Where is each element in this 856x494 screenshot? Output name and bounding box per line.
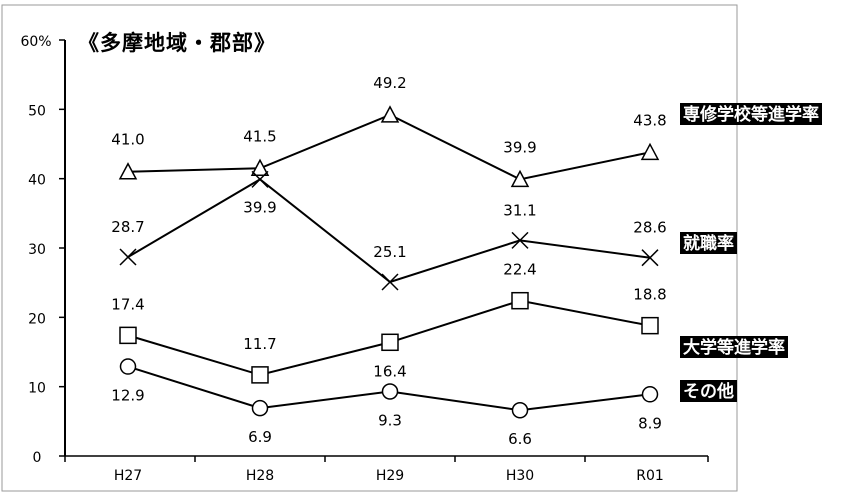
point-marker-x	[119, 248, 137, 266]
data-label: 8.9	[638, 414, 662, 432]
data-label: 9.3	[378, 412, 402, 430]
data-label: 22.4	[503, 261, 536, 279]
point-marker-circle	[251, 399, 269, 417]
y-tick-label: 30	[28, 242, 46, 258]
point-marker-x-stroke	[381, 273, 399, 291]
y-tick-label: 50	[28, 103, 46, 119]
chart-frame	[1, 4, 738, 492]
series-name-background	[680, 103, 822, 125]
point-marker-square	[641, 316, 659, 335]
data-label: 39.9	[503, 138, 536, 156]
point-marker-triangle	[250, 158, 270, 177]
chart-title: 《多摩地域・郡部》	[78, 31, 276, 55]
y-tick-label: 40	[28, 173, 46, 189]
series-name-label: その他	[683, 381, 734, 402]
point-marker-x	[251, 170, 269, 188]
point-marker-square	[381, 333, 399, 352]
point-marker-x-stroke	[511, 231, 529, 249]
y-tick-label: 60%	[20, 34, 51, 50]
point-marker-circle	[641, 386, 659, 403]
point-marker-circle	[119, 358, 137, 375]
data-label: 6.9	[248, 428, 272, 446]
y-tick-label: 20	[28, 311, 46, 327]
point-marker-triangle	[640, 142, 660, 161]
y-tick-label: 0	[33, 450, 42, 466]
data-label: 31.1	[503, 201, 536, 219]
x-tick-label: R01	[636, 468, 664, 484]
series-name-label: 就職率	[683, 233, 734, 254]
data-label: 18.8	[633, 286, 666, 304]
point-marker-square	[119, 326, 137, 345]
point-marker-x	[381, 273, 399, 291]
y-axis-ticks: 0 10 20 30 40 50 60%	[20, 34, 65, 466]
data-label: 39.9	[243, 198, 276, 216]
point-marker-square	[511, 291, 529, 310]
series-name-label: 専修学校等進学率	[683, 104, 819, 125]
data-label: 43.8	[633, 111, 666, 129]
data-label: 25.1	[373, 243, 406, 261]
point-marker-square	[251, 366, 269, 384]
data-label: 16.4	[373, 362, 406, 380]
point-marker-x	[641, 249, 659, 267]
point-marker-circle	[381, 383, 399, 400]
data-label: 28.6	[633, 219, 666, 237]
x-tick-label: H30	[506, 468, 534, 484]
series-name-label: 大学等進学率	[683, 337, 785, 358]
data-label: 41.0	[111, 131, 144, 149]
point-marker-triangle	[118, 162, 138, 180]
data-label: 11.7	[243, 335, 276, 353]
data-label: 12.9	[111, 387, 144, 405]
data-label: 49.2	[373, 74, 406, 92]
data-labels: 41.0 41.5 49.2 39.9 43.8 28.7 39.9 25.1 31.1 28.6…	[111, 74, 666, 448]
point-marker-x-stroke	[641, 249, 659, 267]
x-tick-label: H27	[114, 468, 142, 484]
x-tick-label: H28	[246, 468, 274, 484]
series-name-background	[680, 380, 737, 402]
point-marker-x-stroke	[119, 248, 137, 266]
point-marker-circle	[511, 401, 529, 419]
series-layer	[118, 105, 660, 419]
data-label: 28.7	[111, 218, 144, 236]
point-marker-x	[511, 231, 529, 249]
data-label: 17.4	[111, 295, 144, 313]
point-marker-x-stroke	[251, 170, 269, 188]
x-axis-ticks: H27 H28 H29 H30 R01	[64, 456, 709, 484]
series-name-background	[680, 232, 737, 254]
y-tick-label: 10	[28, 381, 46, 397]
data-label: 41.5	[243, 127, 276, 145]
x-tick-label: H29	[376, 468, 404, 484]
data-label: 6.6	[508, 430, 532, 448]
series-name-background	[680, 336, 788, 358]
point-marker-triangle	[510, 169, 530, 188]
point-marker-triangle	[380, 105, 400, 123]
